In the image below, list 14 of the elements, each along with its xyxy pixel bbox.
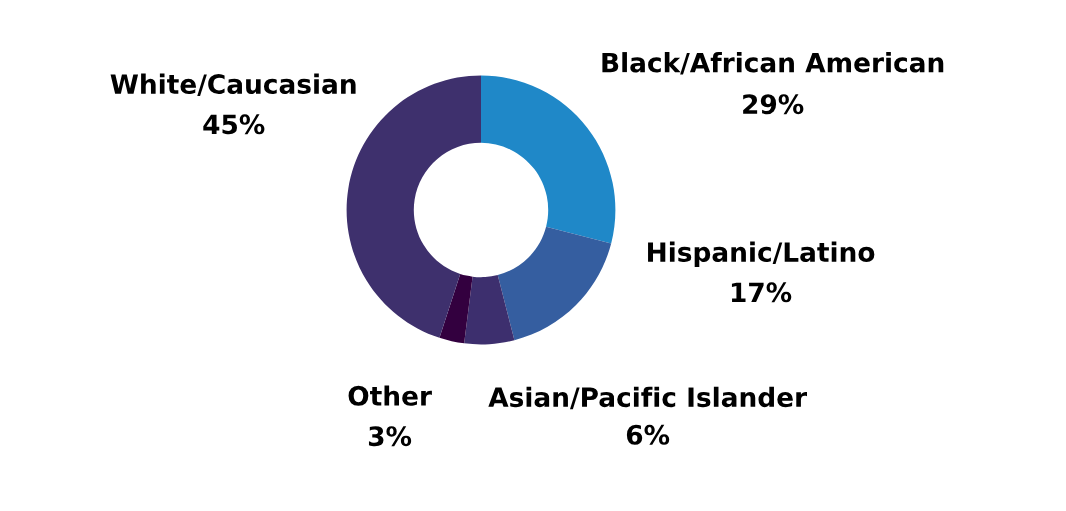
slice-label: Black/African American (602, 52, 944, 75)
donut-slice (439, 273, 473, 344)
slice-label: Asian/Pacific Islander (488, 386, 808, 410)
donut-slice (497, 226, 612, 341)
slice-label: White/Caucasian (110, 73, 356, 97)
data-label: 29% (743, 94, 804, 115)
slice-label: Hispanic/Latino (648, 241, 875, 268)
data-label: 3% (368, 426, 412, 447)
slice-label: Other (348, 385, 432, 406)
data-label: 6% (626, 424, 670, 445)
donut-slice (464, 275, 515, 345)
donut-slice (481, 75, 616, 244)
data-label: 45% (203, 114, 265, 135)
data-label: 17% (731, 282, 792, 303)
